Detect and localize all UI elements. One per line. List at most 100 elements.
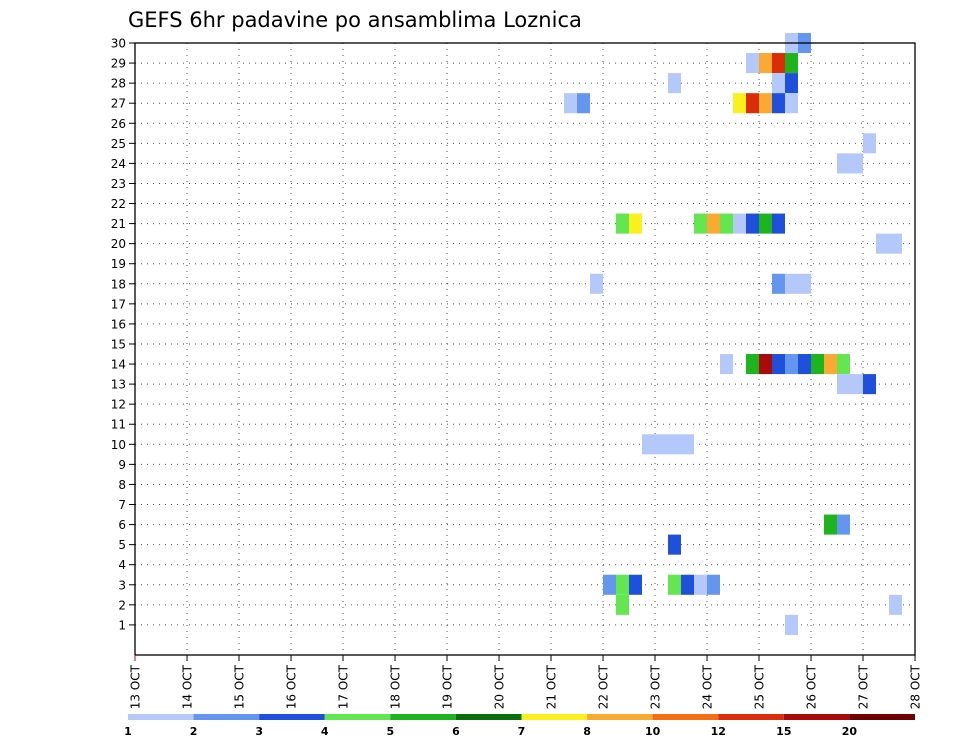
colorbar-segment [652,714,719,720]
y-tick-label: 17 [111,297,126,311]
plot-frame [134,42,916,656]
y-tick-label: 20 [111,237,126,251]
colorbar-segment [128,714,194,720]
x-tick-label: 28 OCT [909,664,923,709]
y-tick-label: 14 [111,358,126,372]
precip-cell [707,574,720,595]
colorbar-label: 20 [842,725,858,738]
y-tick-label: 27 [111,97,126,111]
precip-cell [668,534,681,555]
colorbar-label: 6 [452,725,460,738]
colorbar-segment [783,714,850,720]
precip-cell [681,574,694,595]
precip-cell [772,73,785,94]
precip-cell [759,354,772,375]
x-tick-label: 16 OCT [285,664,299,709]
colorbar-segment [521,714,588,720]
precip-cell [733,213,746,234]
axes: 1234567891011121314151617181920212223242… [111,37,923,710]
precip-cell [694,213,707,234]
x-tick-label: 15 OCT [233,664,247,709]
colorbar-segment [324,714,391,720]
colorbar-segment [455,714,522,720]
y-tick-label: 30 [111,37,126,51]
precip-cell [863,374,876,395]
colorbar-label: 4 [321,725,329,738]
precip-cell [681,434,694,455]
x-tick-label: 23 OCT [649,664,663,709]
x-tick-label: 21 OCT [545,664,559,709]
precip-cell [590,273,603,294]
precip-cell [616,574,629,595]
precip-cell [746,354,759,375]
precip-cell [850,374,863,395]
y-tick-label: 29 [111,57,126,71]
precip-cell [785,614,798,635]
precip-cell [772,93,785,114]
precip-cell [837,153,850,174]
y-tick-label: 16 [111,317,126,331]
y-tick-label: 19 [111,257,126,271]
precip-cell [772,213,785,234]
precip-cell [759,93,772,114]
precip-cell [642,434,655,455]
grid-lines [134,42,916,655]
x-tick-label: 27 OCT [857,664,871,709]
y-tick-label: 21 [111,217,126,231]
precip-cell [798,354,811,375]
precip-cell [668,574,681,595]
y-tick-label: 2 [118,598,126,612]
precip-cell [629,574,642,595]
y-tick-label: 18 [111,277,126,291]
y-tick-label: 26 [111,117,126,131]
colorbar: 1 2 3 4 5 6 7 8 10 12 15 20 [124,714,915,738]
y-tick-label: 22 [111,197,126,211]
precip-cell [694,574,707,595]
precip-cell [824,514,837,535]
colorbar-label: 2 [190,725,198,738]
y-tick-label: 5 [118,538,126,552]
precip-cell [785,93,798,114]
y-tick-label: 7 [118,498,126,512]
y-tick-label: 13 [111,378,126,392]
chart-title: GEFS 6hr padavine po ansamblima Loznica [128,8,582,32]
precip-cell [577,93,590,114]
precip-cell [837,374,850,395]
colorbar-label: 3 [255,725,263,738]
precip-cell [668,73,681,94]
colorbar-segment [259,714,325,720]
colorbar-segment [718,714,784,720]
precip-cell [616,213,629,234]
precip-cell [759,53,772,74]
precip-cell [837,514,850,535]
precip-cell [629,213,642,234]
precip-cell [707,213,720,234]
precip-cell [720,213,733,234]
precip-cell [837,354,850,375]
y-tick-label: 11 [111,418,126,432]
y-tick-label: 28 [111,77,126,91]
precip-cell [616,594,629,615]
x-tick-label: 25 OCT [753,664,767,709]
precip-cell [603,574,616,595]
y-tick-label: 10 [111,438,126,452]
y-tick-label: 4 [118,558,126,572]
precip-cell [746,93,759,114]
y-tick-label: 15 [111,337,126,351]
precip-cell [655,434,668,455]
precip-cell [746,213,759,234]
y-tick-label: 23 [111,177,126,191]
x-tick-label: 24 OCT [701,664,715,709]
data-cells [564,32,902,635]
x-tick-label: 19 OCT [441,664,455,709]
colorbar-segment [849,714,915,720]
colorbar-segment [390,714,456,720]
x-tick-label: 14 OCT [181,664,195,709]
y-tick-label: 9 [118,458,126,472]
y-tick-label: 8 [118,478,126,492]
precip-cell [772,53,785,74]
y-tick-label: 6 [118,518,126,532]
colorbar-segment [587,714,653,720]
